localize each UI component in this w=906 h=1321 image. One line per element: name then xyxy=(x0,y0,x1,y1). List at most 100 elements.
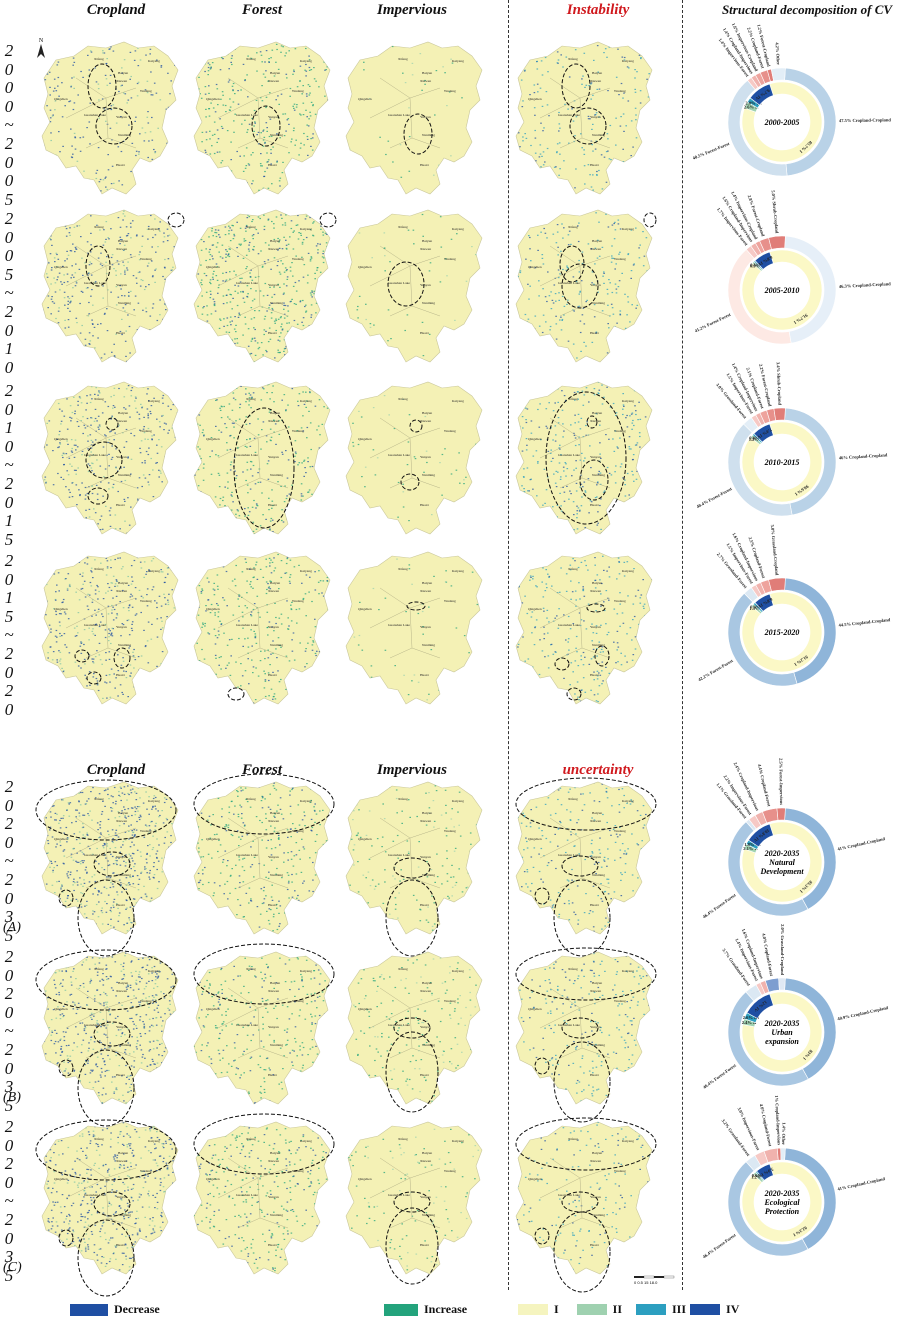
donut-outer-label: 44.5% Cropland-Cropland xyxy=(838,617,891,628)
map-place-label: Baiyun xyxy=(422,811,432,815)
donut-inner-slice xyxy=(741,821,823,903)
map-place-label: Wudang xyxy=(292,89,304,93)
legend-decrease-swatch xyxy=(70,1303,108,1316)
map-place-label: Yunyan xyxy=(420,1195,431,1199)
map-place-label: Guanshan Lake xyxy=(84,1193,106,1197)
north-arrow-icon: N xyxy=(37,38,45,58)
map-instability-row-2: Xifeng Baiyun Qingzhen Wudang Nanming Huaxi Gu… xyxy=(515,209,657,363)
map-place-label: Kaiyang xyxy=(300,969,312,973)
map-forest-row-1: Xifeng Baiyun Qingzhen Wudang Nanming Huaxi Gu… xyxy=(193,41,331,195)
map-place-label: Xiuwen xyxy=(116,1159,127,1163)
row-period-char: 2 xyxy=(4,41,14,60)
map-place-label: Guanshan Lake xyxy=(388,1023,410,1027)
map-place-label: Nanming xyxy=(422,133,435,137)
map-place-label: Xifeng xyxy=(568,797,578,801)
map-place-label: Guanshan Lake xyxy=(236,853,258,857)
map-place-label: Baiyun xyxy=(270,71,280,75)
row-period-char: 0 xyxy=(4,227,14,247)
map-place-label: Xiuwen xyxy=(116,247,127,251)
map-place-label: Huaxi xyxy=(420,1073,429,1077)
row-period-char: 2 xyxy=(4,1117,14,1136)
highlight-ellipse xyxy=(569,107,607,145)
donut-chart-row-4: 44.5% Cropland-Cropland 42.2% Forest-Fore… xyxy=(697,524,891,687)
map-place-label: Baiyun xyxy=(118,581,128,585)
map-place-label: Huaxi xyxy=(268,903,277,907)
map-place-label: Huaxi xyxy=(420,331,429,335)
map-place-label: Yunyan xyxy=(268,455,279,459)
row-period-char: 0 xyxy=(4,78,14,98)
donut-inner-slice xyxy=(748,823,774,848)
map-region-outline xyxy=(41,209,179,363)
map-place-label: Baiyun xyxy=(592,71,602,75)
map-impervious-row-7: Xifeng Baiyun Qingzhen Wudang Nanming Huaxi Gu… xyxy=(345,1121,483,1285)
donut-outer-slice xyxy=(780,1147,786,1161)
row-period-char: 0 xyxy=(4,436,14,456)
map-place-label: Wudang xyxy=(444,257,456,261)
donut-outer-label: 4.0% Cropland-Forest xyxy=(759,1103,773,1147)
map-region-outline xyxy=(41,1121,179,1275)
row-period-char: 2 xyxy=(4,1039,14,1059)
highlight-ellipse xyxy=(387,261,425,307)
map-place-label: Xifeng xyxy=(94,567,104,571)
map-place-label: Huaxi xyxy=(590,1073,599,1077)
map-place-label: Huaxi xyxy=(116,1243,125,1247)
highlight-ellipse xyxy=(534,887,550,905)
column-divider-right xyxy=(682,0,683,1290)
legend-increase-swatch xyxy=(384,1303,418,1316)
map-place-label: Huaxi xyxy=(590,503,599,507)
map-place-label: Huaxi xyxy=(116,1073,125,1077)
donut-inner-slice xyxy=(741,421,823,503)
donut-outer-label: 4.2% Other xyxy=(774,42,781,65)
map-place-label: Xifeng xyxy=(246,397,256,401)
map-place-label: Wudang xyxy=(292,599,304,603)
map-place-label: Huaxi xyxy=(268,331,277,335)
map-place-label: Xifeng xyxy=(94,397,104,401)
highlight-ellipse xyxy=(93,851,131,877)
map-place-label: Nanming xyxy=(422,873,435,877)
map-place-label: Guanshan Lake xyxy=(388,113,410,117)
map-place-label: Kaiyang xyxy=(148,227,160,231)
map-place-label: Wudang xyxy=(292,429,304,433)
legend-class-i-swatch xyxy=(518,1304,548,1315)
map-place-label: Guanshan Lake xyxy=(558,113,580,117)
map-impervious-row-3: Xifeng Baiyun Qingzhen Wudang Nanming Huaxi Gu… xyxy=(345,381,483,535)
row-period-char: 1 xyxy=(4,588,14,608)
map-place-label: Xifeng xyxy=(246,225,256,229)
row-period-char: 5 xyxy=(4,1095,14,1115)
donut-inner-slice xyxy=(741,1161,823,1243)
map-region-outline xyxy=(515,41,653,195)
highlight-ellipse xyxy=(319,212,337,228)
legend-decrease-label: Decrease xyxy=(114,1302,160,1316)
donut-outer-label: 5.0% Shrub-Cropland xyxy=(771,190,780,234)
donut-inner-slice xyxy=(741,81,823,163)
map-place-label: Qingzhen xyxy=(54,265,68,269)
map-place-label: Qingzhen xyxy=(206,97,220,101)
map-place-label: Guanshan Lake xyxy=(84,623,106,627)
map-region-outline xyxy=(515,1121,653,1275)
map-place-label: Nanming xyxy=(270,473,283,477)
row-period-label: 2 0 2 0 ~2 0 3 5 xyxy=(2,1117,16,1285)
map-place-label: Guanshan Lake xyxy=(84,113,106,117)
map-place-label: Kaiyang xyxy=(300,1139,312,1143)
highlight-ellipse xyxy=(35,779,177,841)
map-place-label: Kaiyang xyxy=(452,59,464,63)
donut-inner-label: 1.2% II xyxy=(751,1174,766,1179)
map-place-label: Kaiyang xyxy=(300,399,312,403)
map-place-label: Xifeng xyxy=(94,967,104,971)
donut-outer-label: 41.2% Forest-Forest xyxy=(694,312,732,334)
map-place-label: Yunyan xyxy=(420,455,431,459)
map-place-label: Xifeng xyxy=(398,1137,408,1141)
header-structural-decomposition: Structural decomposition of CV xyxy=(721,2,893,17)
map-place-label: Qingzhen xyxy=(528,1177,542,1181)
map-place-label: Guanshan Lake xyxy=(558,1193,580,1197)
map-place-label: Guanshan Lake xyxy=(236,113,258,117)
map-place-label: Nanming xyxy=(592,1213,605,1217)
map-place-label: Nanming xyxy=(270,643,283,647)
map-place-label: Huaxi xyxy=(116,163,125,167)
map-region-outline xyxy=(345,381,483,535)
map-place-label: Baiyun xyxy=(592,1151,602,1155)
map-place-label: Baiyun xyxy=(422,1151,432,1155)
map-place-label: Baiyun xyxy=(118,981,128,985)
header-impervious-scenario: Impervious xyxy=(376,762,447,778)
map-place-label: Xiuwen xyxy=(590,819,601,823)
